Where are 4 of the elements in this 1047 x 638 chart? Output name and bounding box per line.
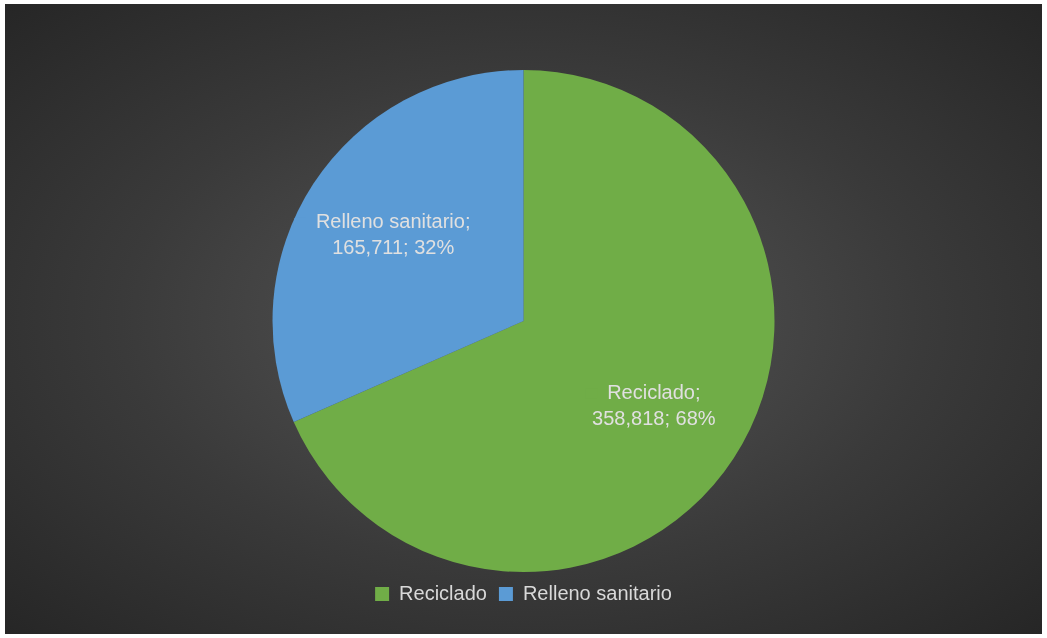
data-label: Relleno sanitario; 165,711; 32%: [315, 210, 471, 259]
legend-label: Reciclado: [399, 581, 487, 604]
data-label: Reciclado; 358,818; 68%: [592, 380, 716, 429]
legend-label: Relleno sanitario: [522, 581, 672, 604]
